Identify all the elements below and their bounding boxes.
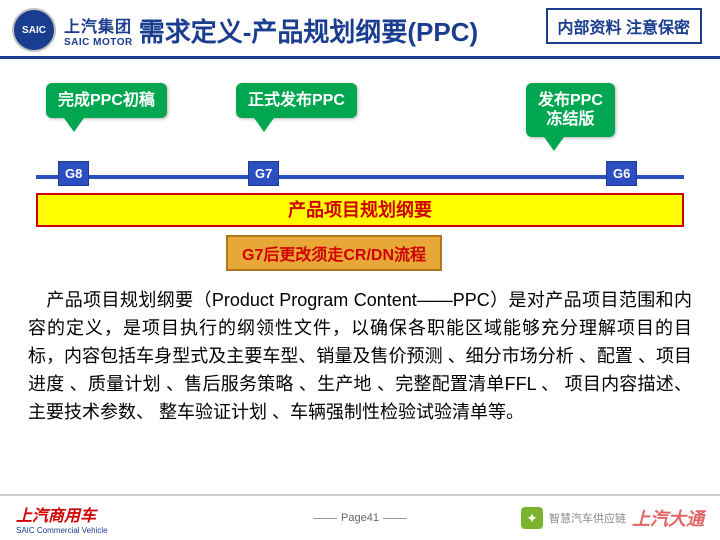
page-number: Page41 <box>309 512 411 524</box>
orange-note: G7后更改须走CR/DN流程 <box>226 235 442 271</box>
ppc-timeline-diagram: 完成PPC初稿 正式发布PPC 发布PPC 冻结版 G8 G7 G6 产品项目规… <box>36 83 684 273</box>
gate-g7: G7 <box>248 161 279 186</box>
yellow-bar-label: 产品项目规划纲要 <box>36 193 684 227</box>
wechat-icon: ✦ <box>521 507 543 529</box>
footer-right: ✦ 智慧汽车供应链 上汽大通 <box>521 505 704 531</box>
body-paragraph: 产品项目规划纲要（Product Program Content——PPC）是对… <box>28 287 692 426</box>
callout-release: 正式发布PPC <box>236 83 357 118</box>
saic-logo-icon: SAIC <box>12 8 56 52</box>
gate-g6: G6 <box>606 161 637 186</box>
footer-brand-right: 上汽大通 <box>632 505 704 531</box>
wechat-label: 智慧汽车供应链 <box>549 510 626 526</box>
page-title: 需求定义-产品规划纲要(PPC) <box>139 12 478 49</box>
logo-text: 上汽集团 SAIC MOTOR <box>64 13 133 48</box>
footer-left-cn: 上汽商用车 <box>16 502 108 526</box>
gate-g8: G8 <box>58 161 89 186</box>
logo-en: SAIC MOTOR <box>64 37 133 48</box>
slide-header: SAIC 上汽集团 SAIC MOTOR 需求定义-产品规划纲要(PPC) 内部… <box>0 0 720 59</box>
callout-freeze: 发布PPC 冻结版 <box>526 83 615 137</box>
slide-footer: 上汽商用车 SAIC Commercial Vehicle Page41 ✦ 智… <box>0 494 720 540</box>
callout-draft: 完成PPC初稿 <box>46 83 167 118</box>
footer-left-brand: 上汽商用车 SAIC Commercial Vehicle <box>16 502 108 535</box>
timeline-bar <box>36 175 684 179</box>
footer-left-en: SAIC Commercial Vehicle <box>16 526 108 535</box>
logo-block: SAIC 上汽集团 SAIC MOTOR <box>12 8 133 52</box>
logo-cn: 上汽集团 <box>64 13 133 37</box>
confidential-badge: 内部资料 注意保密 <box>546 8 702 44</box>
